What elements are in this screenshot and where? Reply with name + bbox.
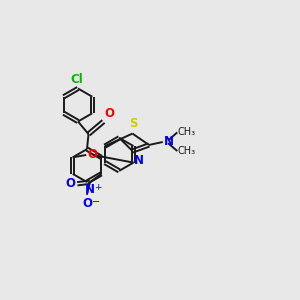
Text: O: O bbox=[105, 107, 115, 120]
Text: CH₃: CH₃ bbox=[178, 146, 196, 156]
Text: N: N bbox=[85, 183, 94, 196]
Text: −: − bbox=[92, 197, 100, 207]
Text: S: S bbox=[129, 117, 137, 130]
Text: Cl: Cl bbox=[70, 73, 83, 85]
Text: +: + bbox=[94, 183, 102, 192]
Text: N: N bbox=[164, 135, 174, 148]
Text: CH₃: CH₃ bbox=[178, 128, 196, 137]
Text: N: N bbox=[134, 154, 144, 167]
Text: O: O bbox=[82, 197, 92, 210]
Text: O: O bbox=[87, 148, 98, 161]
Text: O: O bbox=[66, 177, 76, 190]
